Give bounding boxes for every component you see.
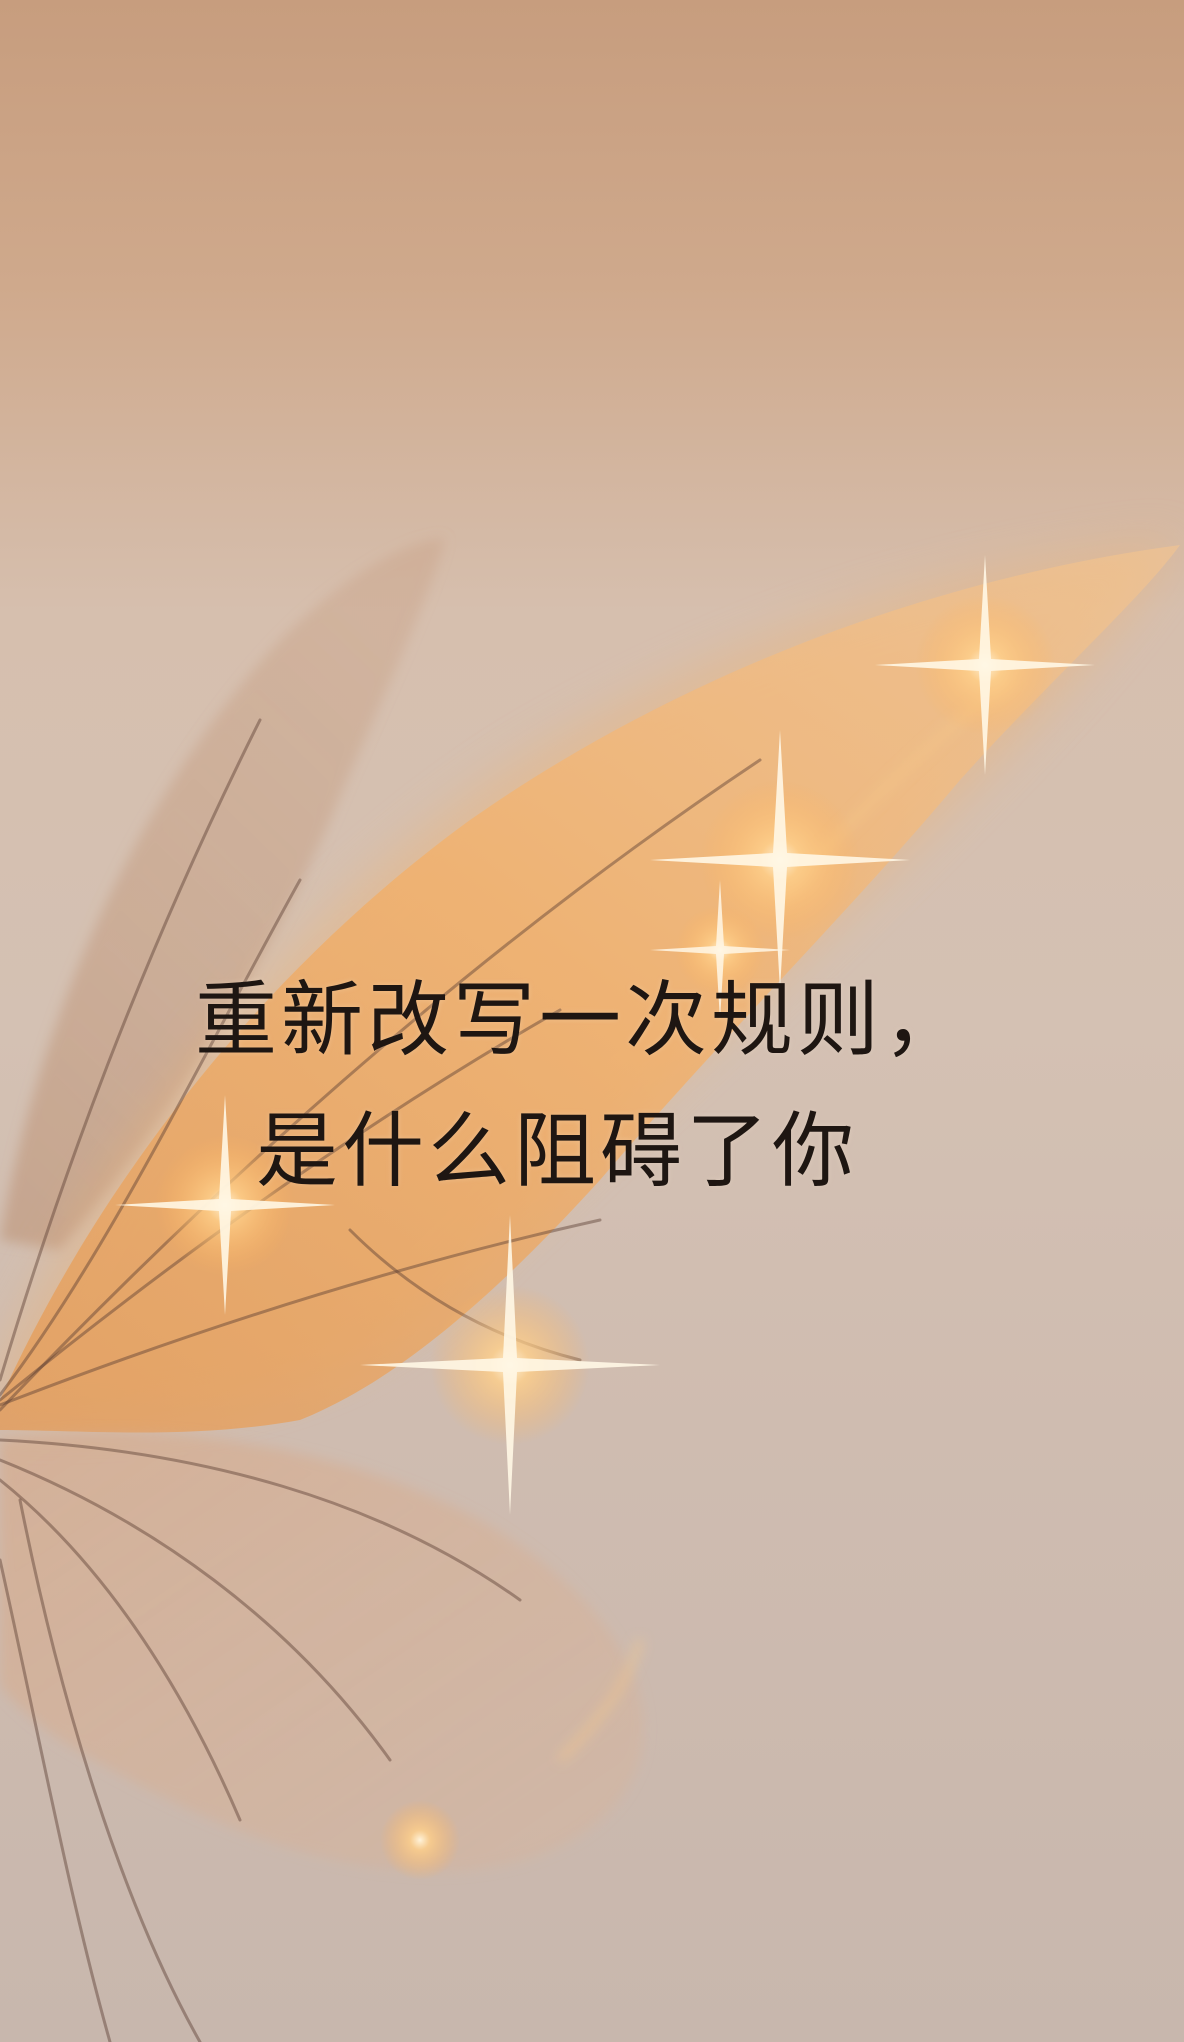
upper-wing bbox=[0, 545, 1180, 1433]
quote-line-2: 是什么阻碍了你 bbox=[255, 1104, 858, 1200]
quote-line-1: 重新改写一次规则， bbox=[194, 973, 969, 1068]
quote-text: 重新改写一次规则， 是什么阻碍了你 bbox=[0, 955, 1184, 1217]
lower-wing bbox=[0, 1432, 644, 1872]
sparkles bbox=[115, 555, 1095, 1880]
back-wing bbox=[0, 538, 445, 1250]
